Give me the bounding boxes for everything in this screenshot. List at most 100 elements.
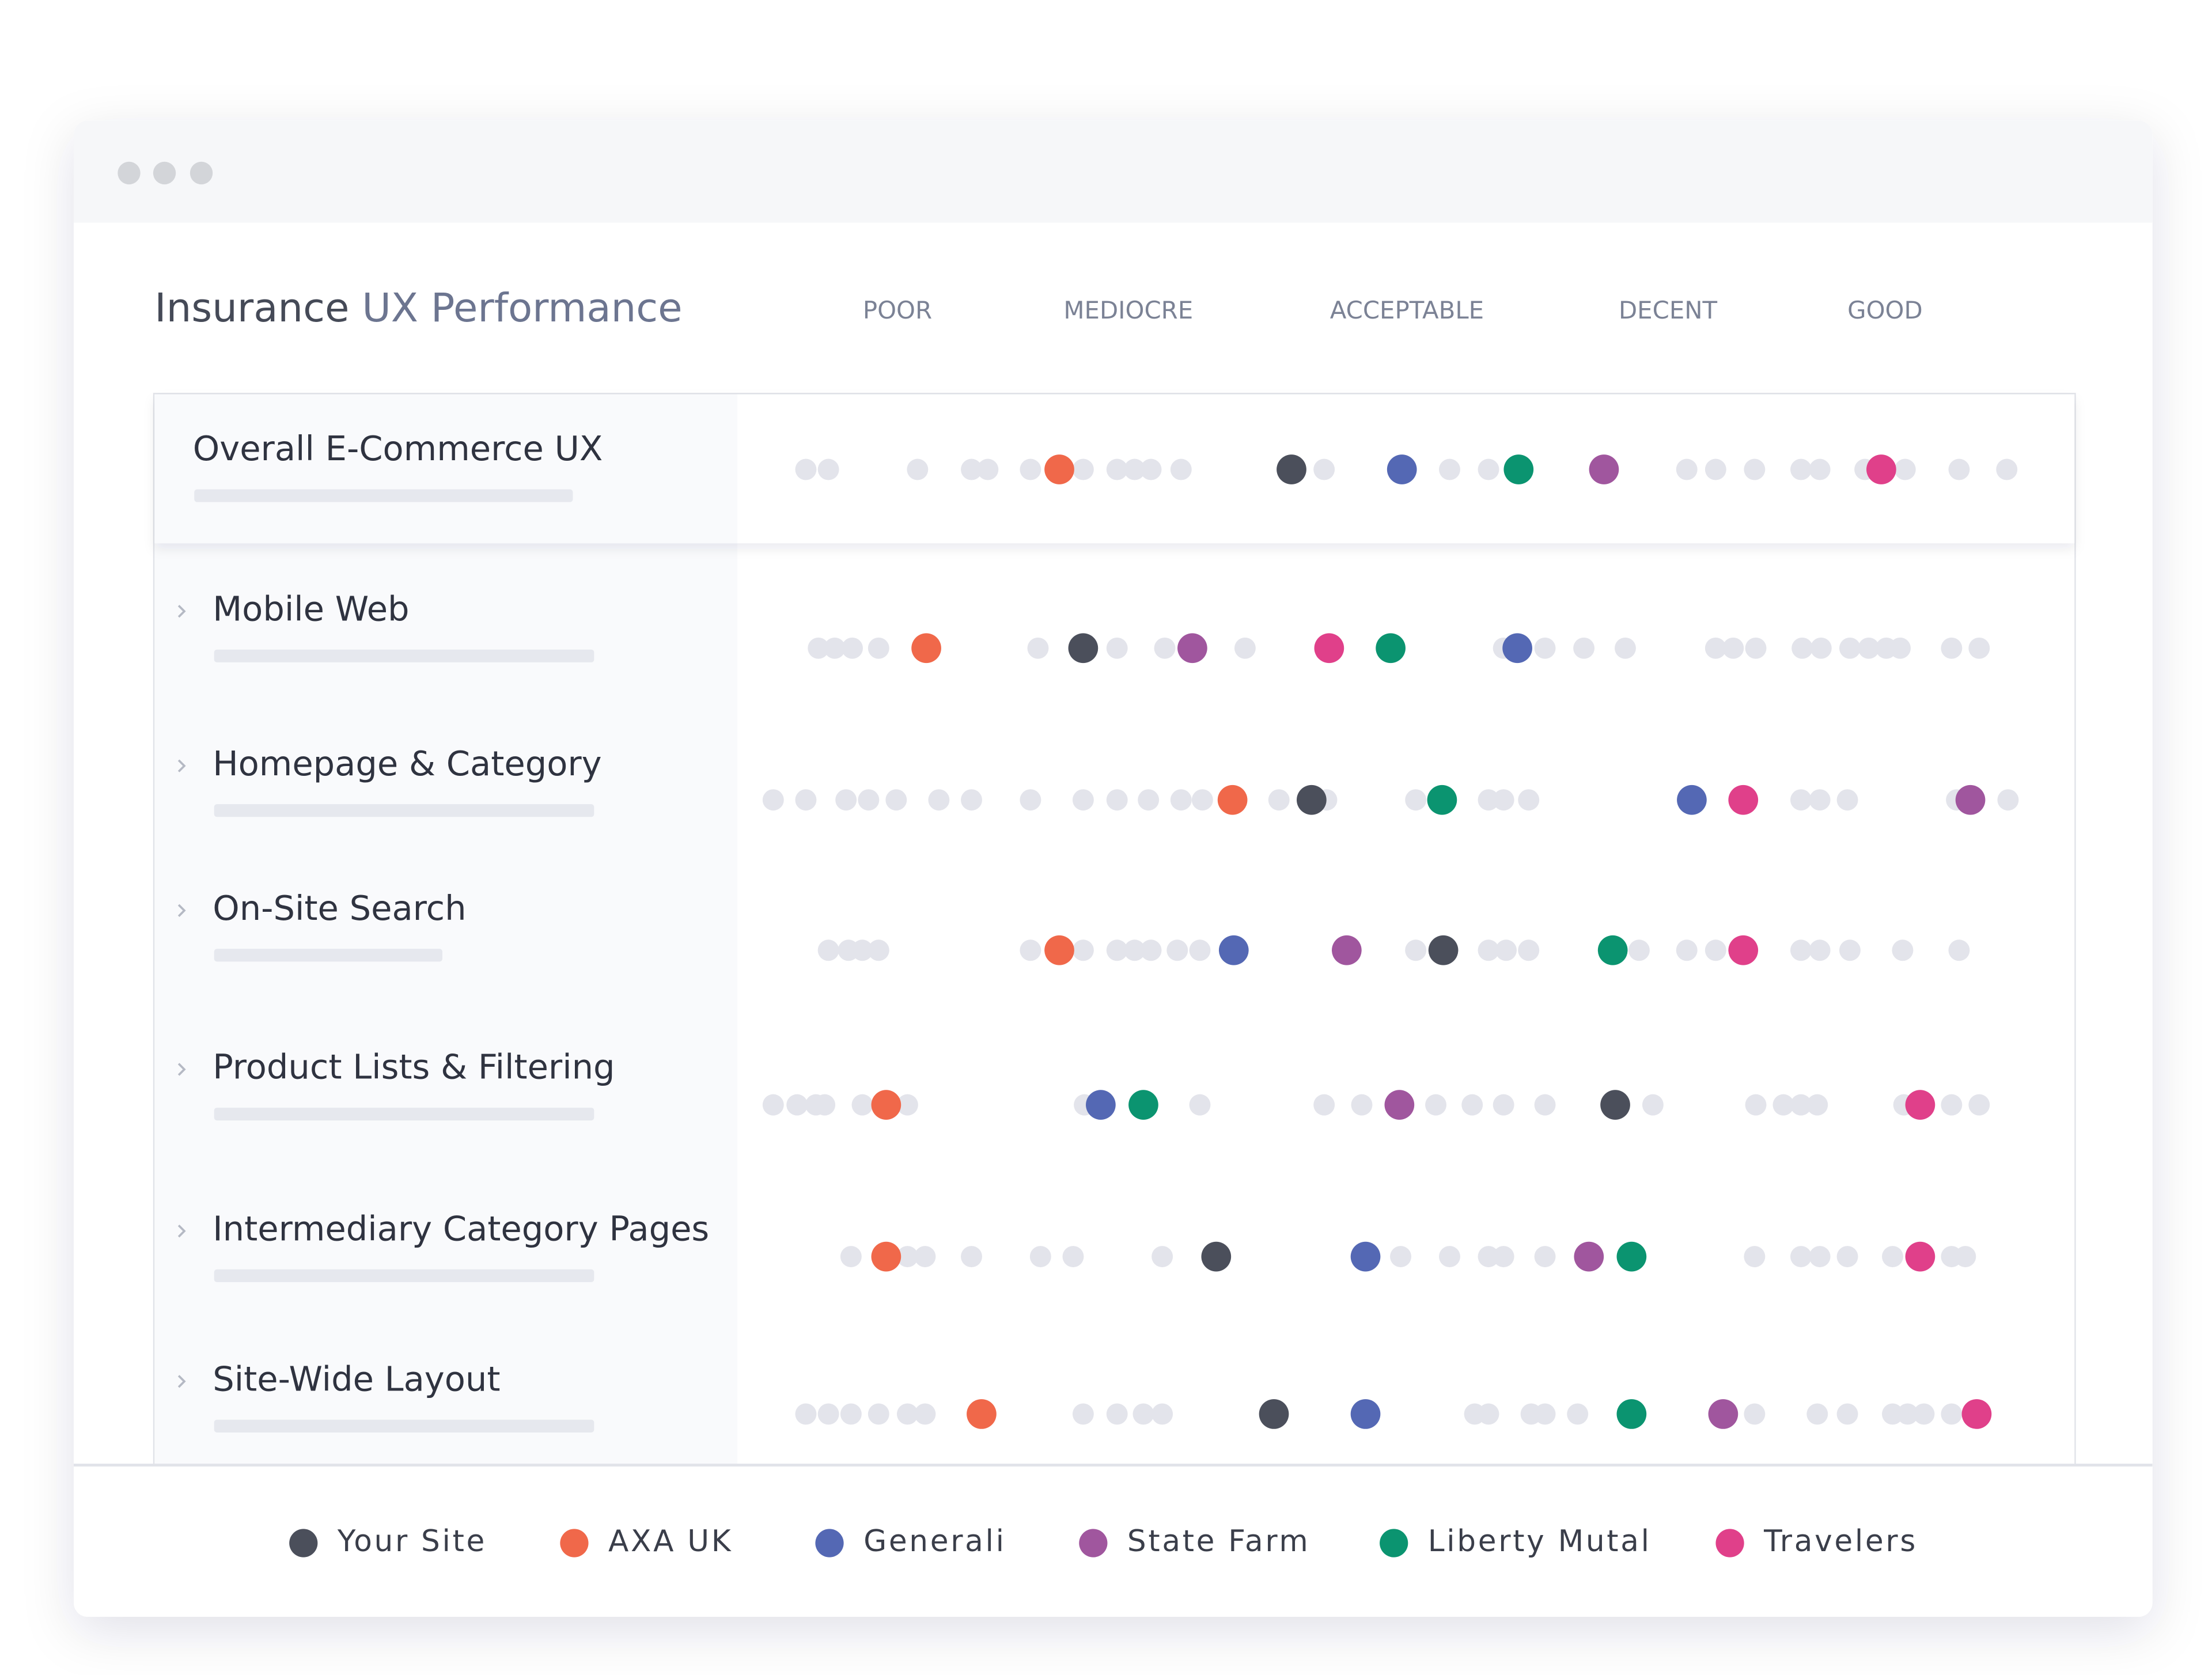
chevron [177,1375,186,1388]
other-dot [851,1094,873,1116]
legend-panel [74,1465,2153,1617]
dot [1677,785,1707,815]
legend-swatch [1079,1529,1108,1557]
dot [1297,785,1327,815]
other-dot [885,789,907,811]
other-dot [1478,939,1499,961]
other-dot [868,637,889,659]
other-dot [817,939,839,961]
other-dot [1948,458,1970,480]
other-dot [1955,1246,1976,1268]
other-dot [961,1246,982,1268]
other-dot [961,789,982,811]
other-dot [1518,789,1540,811]
dot [1616,1399,1647,1429]
dot [1086,1090,1116,1120]
dot [1866,454,1896,484]
chevron [177,904,186,917]
row-label: Overall E-Commerce UX [193,429,603,468]
other-dot [896,1246,918,1268]
other-dot [1166,939,1188,961]
other-dot [1722,637,1744,659]
other-dot [1676,458,1698,480]
other-dot [1705,458,1726,480]
label-placeholder [214,949,442,962]
dot [871,1090,902,1120]
other-dot [1106,458,1128,480]
window-button [118,161,141,185]
dot [1128,1090,1158,1120]
x-tick-label: ACCEPTABLE [1330,296,1484,324]
chevron [177,1225,186,1238]
other-dot [1839,637,1861,659]
other-dot [795,458,817,480]
dot [1503,454,1534,484]
other-dot [1124,458,1146,480]
other-dot [795,1403,817,1425]
other-dot [1858,637,1880,659]
other-dot [1313,458,1335,480]
dot [871,1241,902,1272]
other-dot [1124,939,1146,961]
row-label: Mobile Web [213,589,409,628]
legend-label: State Farm [1127,1524,1310,1559]
dot [1277,454,1306,484]
other-dot [808,637,830,659]
other-dot [1106,789,1128,811]
other-dot [868,1403,889,1425]
legend-swatch [815,1529,844,1557]
other-dot [1894,458,1916,480]
other-dot [1573,637,1595,659]
other-dot [1839,939,1861,961]
other-dot [795,789,817,811]
x-tick-label: MEDIOCRE [1063,296,1193,324]
row-label: Homepage & Category [213,744,601,783]
other-dot [1882,1403,1903,1425]
other-dot [1809,1246,1831,1268]
dot [1597,935,1628,965]
other-dot [1676,939,1698,961]
other-dot [1439,1246,1460,1268]
x-tick-label: GOOD [1847,296,1923,324]
dot [967,1399,997,1429]
dot [1350,1399,1381,1429]
other-dot [1941,1403,1963,1425]
dot [1177,633,1207,664]
other-dot [1072,789,1094,811]
other-dot [1518,939,1540,961]
other-dot [1461,1094,1483,1116]
dot [1332,935,1362,965]
chevron [177,605,186,618]
other-dot [1493,1094,1514,1116]
other-dot [1705,637,1726,659]
other-dot [817,458,839,480]
other-dot [1478,789,1499,811]
other-dot [914,1246,936,1268]
other-dot [1020,458,1041,480]
other-dot [858,789,880,811]
other-dot [1806,1403,1828,1425]
row-label: Product Lists & Filtering [213,1047,615,1087]
other-dot [1744,458,1766,480]
other-dot [1772,1094,1794,1116]
dot [1589,454,1619,484]
dot [1574,1241,1604,1272]
dot [1218,935,1249,965]
dot [911,633,941,664]
row-label: Site-Wide Layout [213,1359,500,1399]
x-tick-label: POOR [863,296,932,324]
other-dot [814,1094,836,1116]
other-dot [1836,1246,1858,1268]
other-dot [1189,1094,1211,1116]
other-dot [1882,1246,1903,1268]
other-dot [868,939,889,961]
other-dot [835,789,857,811]
other-dot [1892,939,1914,961]
other-dot [1705,939,1726,961]
other-dot [1191,789,1213,811]
window-button [153,161,176,185]
other-dot [1495,939,1517,961]
other-dot [1948,939,1970,961]
other-dot [1642,1094,1664,1116]
other-dot [896,1094,918,1116]
